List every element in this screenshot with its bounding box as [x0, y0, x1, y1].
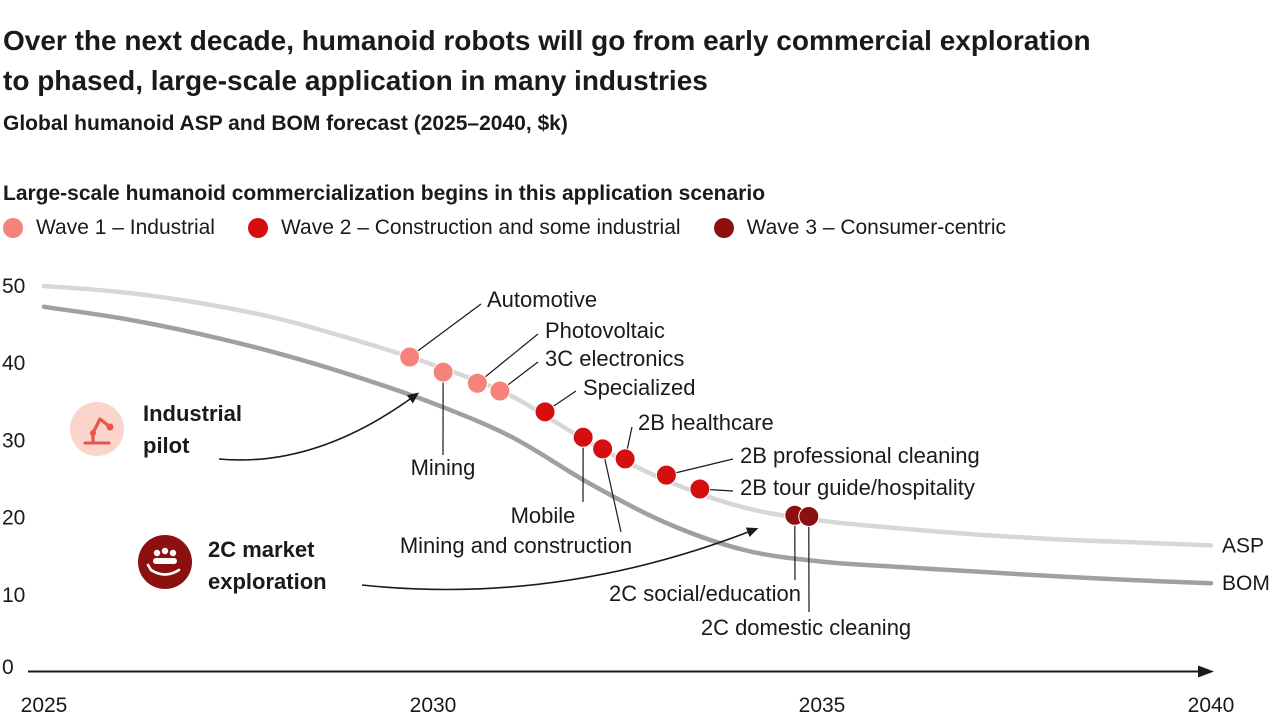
bom-line: [41, 304, 1214, 586]
page-title-line-2: to phased, large-scale application in ma…: [3, 64, 708, 96]
annotation-industrial-pilot: Industrial pilot: [70, 392, 420, 461]
wave2-dot-icon: [247, 218, 268, 238]
industrial-pilot-label-line-1: Industrial: [143, 401, 242, 426]
milestone-connector-mining-and-construction: [602, 448, 622, 533]
milestone-connector-2b-professional-cleaning: [666, 458, 734, 476]
page-title: Over the next decade, humanoid robots wi…: [3, 21, 1091, 101]
y-tick-label-50: 50: [2, 275, 25, 298]
chart-subtitle: Global humanoid ASP and BOM forecast (20…: [3, 112, 568, 135]
x-axis-arrow-icon: [1198, 665, 1214, 678]
y-tick-label-0: 0: [2, 656, 14, 679]
milestone-dot-photovoltaic: [466, 372, 488, 394]
milestone-label-3c-electronics: 3C electronics: [545, 346, 684, 371]
milestone-label-automotive: Automotive: [487, 287, 597, 312]
milestone-label-mining-and-construction: Mining and construction: [400, 533, 632, 558]
milestone-dot-mobile: [572, 426, 594, 448]
robot-arm-icon-badge: [70, 402, 124, 456]
legend-item-wave2: Wave 2 – Construction and some industria…: [247, 216, 681, 240]
bom-line-label: BOM: [1222, 572, 1270, 595]
y-tick-label-20: 20: [2, 507, 25, 530]
legend-label-wave3: Wave 3 – Consumer-centric: [746, 216, 1007, 239]
milestone-dot-2b-tour-guide-hospitality: [689, 478, 711, 500]
milestone-label-specialized: Specialized: [583, 375, 696, 400]
y-tick-label-40: 40: [2, 352, 25, 375]
milestone-label-2b-tour-guide-hospitality: 2B tour guide/hospitality: [740, 475, 975, 500]
legend-title: Large-scale humanoid commercialization b…: [3, 182, 766, 205]
milestone-label-mining: Mining: [411, 455, 476, 480]
x-tick-label-2030: 2030: [410, 694, 457, 717]
milestone-label-2c-social-education: 2C social/education: [609, 581, 801, 606]
x-tick-label-2035: 2035: [799, 694, 846, 717]
asp-line-label: ASP: [1222, 534, 1264, 557]
milestone-label-2b-healthcare: 2B healthcare: [638, 410, 774, 435]
y-tick-label-10: 10: [2, 584, 25, 607]
page-title-line-1: Over the next decade, humanoid robots wi…: [3, 24, 1091, 56]
milestone-label-2c-domestic-cleaning: 2C domestic cleaning: [701, 615, 911, 640]
milestone-dot-3c-electronics: [489, 380, 511, 402]
industrial-pilot-label-line-2: pilot: [143, 433, 190, 458]
x-tick-label-2025: 2025: [21, 694, 68, 717]
x-tick-label-2040: 2040: [1188, 694, 1235, 717]
milestone-dot-2b-healthcare: [614, 448, 636, 470]
industrial-pilot-arrow: [218, 392, 420, 461]
milestone-label-mobile: Mobile: [511, 503, 576, 528]
milestone-dot-specialized: [534, 401, 556, 423]
annotation-2c-market-exploration: 2C market exploration: [138, 527, 759, 594]
milestone-connector-photovoltaic: [476, 333, 539, 384]
milestone-label-photovoltaic: Photovoltaic: [545, 318, 665, 343]
robot-arm-icon: [83, 417, 114, 445]
legend-label-wave1: Wave 1 – Industrial: [36, 216, 215, 239]
wave3-dot-icon: [713, 218, 734, 238]
legend-item-wave1: Wave 1 – Industrial: [3, 216, 215, 240]
milestone-dot-2b-professional-cleaning: [655, 464, 677, 486]
legend: Wave 1 – Industrial Wave 2 – Constructio…: [3, 216, 1006, 240]
milestone-dot-mining: [432, 361, 454, 383]
2c-market-exploration-arrow: [361, 527, 759, 591]
y-tick-label-30: 30: [2, 429, 25, 452]
legend-item-wave3: Wave 3 – Consumer-centric: [713, 216, 1007, 240]
milestone-connector-automotive: [409, 303, 482, 358]
legend-label-wave2: Wave 2 – Construction and some industria…: [280, 216, 681, 239]
milestone-dot-2c-domestic-cleaning: [798, 505, 820, 527]
milestone-dot-automotive: [399, 346, 421, 368]
people-hand-icon: [146, 547, 181, 576]
wave1-dot-icon: [3, 218, 23, 238]
2c-market-exploration-label-line-1: 2C market: [208, 537, 315, 562]
milestone-label-2b-professional-cleaning: 2B professional cleaning: [740, 443, 980, 468]
milestone-dot-mining-and-construction: [592, 438, 614, 460]
2c-market-exploration-label-line-2: exploration: [208, 569, 327, 594]
